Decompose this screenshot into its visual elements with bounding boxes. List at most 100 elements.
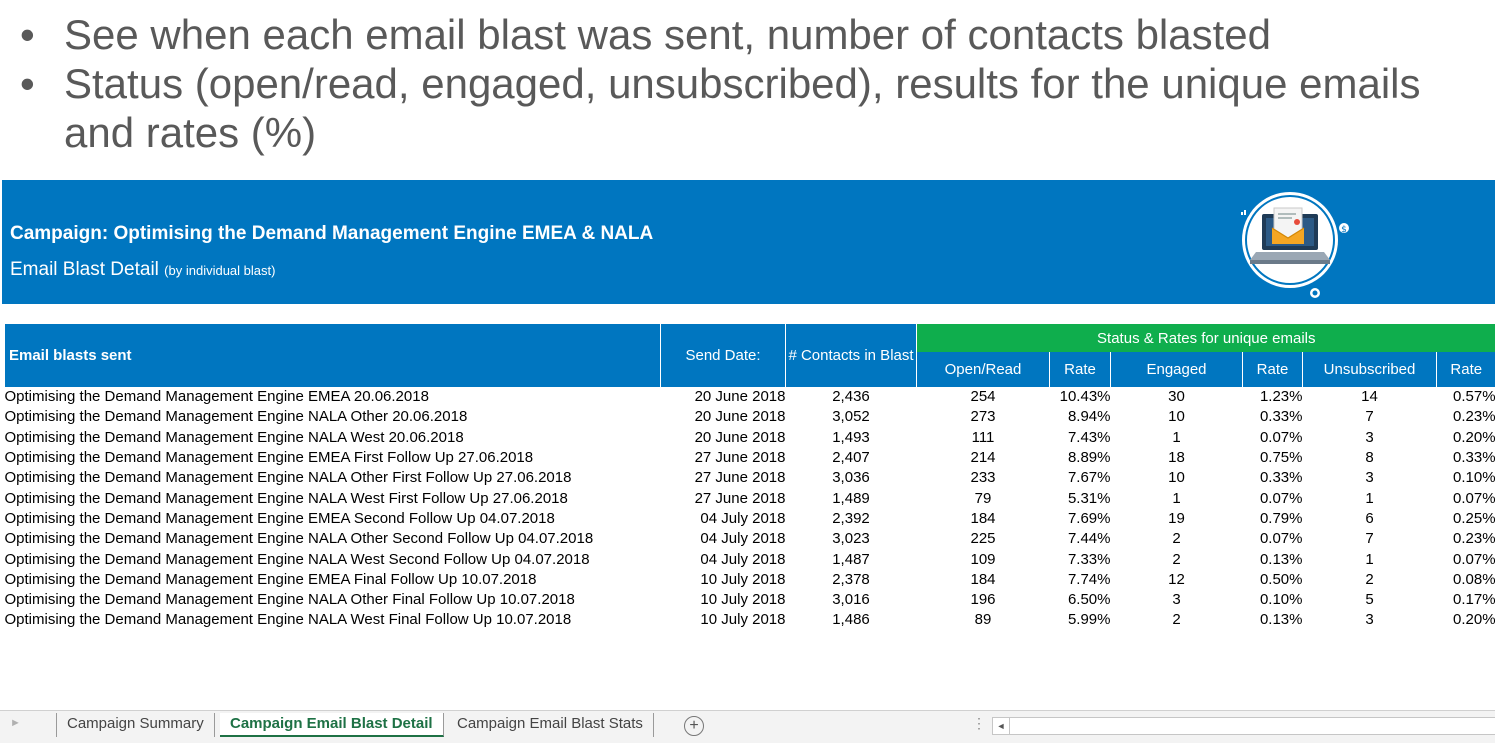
tab-campaign-summary[interactable]: Campaign Summary [56, 713, 215, 737]
cell-engaged[interactable]: 2 [1111, 529, 1243, 549]
cell-unsub-rate[interactable]: 0.23% [1437, 529, 1495, 549]
cell-unsubscribed[interactable]: 6 [1303, 509, 1437, 529]
cell-engaged-rate[interactable]: 0.13% [1243, 549, 1303, 569]
cell-open-read[interactable]: 233 [917, 468, 1050, 488]
cell-unsub-rate[interactable]: 0.10% [1437, 468, 1495, 488]
cell-engaged-rate[interactable]: 0.07% [1243, 428, 1303, 448]
cell-contacts[interactable]: 1,487 [786, 549, 917, 569]
cell-unsubscribed[interactable]: 3 [1303, 610, 1437, 630]
cell-send-date[interactable]: 04 July 2018 [661, 529, 786, 549]
cell-engaged[interactable]: 2 [1111, 610, 1243, 630]
cell-contacts[interactable]: 3,036 [786, 468, 917, 488]
cell-blast-name[interactable]: Optimising the Demand Management Engine … [5, 570, 661, 590]
cell-blast-name[interactable]: Optimising the Demand Management Engine … [5, 448, 661, 468]
split-handle-icon[interactable]: ⋮ [972, 715, 986, 732]
cell-engaged-rate[interactable]: 0.07% [1243, 529, 1303, 549]
cell-open-read[interactable]: 273 [917, 407, 1050, 427]
cell-unsubscribed[interactable]: 1 [1303, 549, 1437, 569]
cell-unsubscribed[interactable]: 1 [1303, 488, 1437, 508]
cell-send-date[interactable]: 20 June 2018 [661, 387, 786, 407]
col-unsub-rate[interactable]: Rate [1437, 352, 1495, 387]
cell-blast-name[interactable]: Optimising the Demand Management Engine … [5, 428, 661, 448]
cell-engaged-rate[interactable]: 0.07% [1243, 488, 1303, 508]
cell-send-date[interactable]: 20 June 2018 [661, 428, 786, 448]
cell-contacts[interactable]: 1,486 [786, 610, 917, 630]
cell-engaged-rate[interactable]: 0.10% [1243, 590, 1303, 610]
cell-open-read[interactable]: 111 [917, 428, 1050, 448]
cell-open-read[interactable]: 225 [917, 529, 1050, 549]
col-group-status-rates[interactable]: Status & Rates for unique emails [917, 324, 1495, 352]
cell-blast-name[interactable]: Optimising the Demand Management Engine … [5, 407, 661, 427]
cell-unsubscribed[interactable]: 8 [1303, 448, 1437, 468]
col-contacts[interactable]: # Contacts in Blast [786, 324, 917, 387]
cell-send-date[interactable]: 10 July 2018 [661, 590, 786, 610]
cell-open-read[interactable]: 196 [917, 590, 1050, 610]
cell-engaged[interactable]: 30 [1111, 387, 1243, 407]
cell-blast-name[interactable]: Optimising the Demand Management Engine … [5, 590, 661, 610]
cell-unsubscribed[interactable]: 3 [1303, 428, 1437, 448]
cell-open-rate[interactable]: 6.50% [1050, 590, 1111, 610]
cell-unsub-rate[interactable]: 0.33% [1437, 448, 1495, 468]
tab-scroll-arrow-icon[interactable]: ► [10, 717, 21, 729]
col-open-read[interactable]: Open/Read [917, 352, 1050, 387]
cell-engaged-rate[interactable]: 0.50% [1243, 570, 1303, 590]
cell-open-rate[interactable]: 5.99% [1050, 610, 1111, 630]
cell-blast-name[interactable]: Optimising the Demand Management Engine … [5, 529, 661, 549]
col-open-rate[interactable]: Rate [1050, 352, 1111, 387]
cell-unsubscribed[interactable]: 7 [1303, 529, 1437, 549]
cell-open-read[interactable]: 214 [917, 448, 1050, 468]
col-send-date[interactable]: Send Date: [661, 324, 786, 387]
col-email-blasts[interactable]: Email blasts sent [5, 324, 661, 387]
col-engaged[interactable]: Engaged [1111, 352, 1243, 387]
cell-engaged[interactable]: 1 [1111, 488, 1243, 508]
cell-unsub-rate[interactable]: 0.08% [1437, 570, 1495, 590]
cell-unsubscribed[interactable]: 5 [1303, 590, 1437, 610]
cell-send-date[interactable]: 04 July 2018 [661, 549, 786, 569]
cell-contacts[interactable]: 2,378 [786, 570, 917, 590]
cell-engaged-rate[interactable]: 0.33% [1243, 407, 1303, 427]
cell-contacts[interactable]: 1,493 [786, 428, 917, 448]
cell-engaged-rate[interactable]: 0.13% [1243, 610, 1303, 630]
plus-icon[interactable]: + [684, 716, 704, 736]
cell-open-rate[interactable]: 7.43% [1050, 428, 1111, 448]
cell-unsub-rate[interactable]: 0.25% [1437, 509, 1495, 529]
cell-open-read[interactable]: 184 [917, 570, 1050, 590]
cell-open-rate[interactable]: 5.31% [1050, 488, 1111, 508]
cell-contacts[interactable]: 2,436 [786, 387, 917, 407]
cell-unsubscribed[interactable]: 3 [1303, 468, 1437, 488]
cell-engaged[interactable]: 10 [1111, 468, 1243, 488]
cell-engaged-rate[interactable]: 0.75% [1243, 448, 1303, 468]
col-engaged-rate[interactable]: Rate [1243, 352, 1303, 387]
cell-blast-name[interactable]: Optimising the Demand Management Engine … [5, 468, 661, 488]
cell-unsub-rate[interactable]: 0.23% [1437, 407, 1495, 427]
cell-open-read[interactable]: 89 [917, 610, 1050, 630]
cell-engaged-rate[interactable]: 1.23% [1243, 387, 1303, 407]
cell-engaged-rate[interactable]: 0.79% [1243, 509, 1303, 529]
cell-contacts[interactable]: 3,052 [786, 407, 917, 427]
tab-campaign-email-blast-detail[interactable]: Campaign Email Blast Detail [220, 713, 444, 737]
cell-unsub-rate[interactable]: 0.17% [1437, 590, 1495, 610]
cell-unsubscribed[interactable]: 2 [1303, 570, 1437, 590]
cell-contacts[interactable]: 3,016 [786, 590, 917, 610]
cell-engaged[interactable]: 2 [1111, 549, 1243, 569]
cell-open-rate[interactable]: 7.44% [1050, 529, 1111, 549]
cell-unsubscribed[interactable]: 7 [1303, 407, 1437, 427]
tab-campaign-email-blast-stats[interactable]: Campaign Email Blast Stats [447, 713, 654, 737]
cell-contacts[interactable]: 1,489 [786, 488, 917, 508]
cell-engaged[interactable]: 12 [1111, 570, 1243, 590]
cell-engaged[interactable]: 10 [1111, 407, 1243, 427]
cell-engaged-rate[interactable]: 0.33% [1243, 468, 1303, 488]
cell-unsub-rate[interactable]: 0.07% [1437, 488, 1495, 508]
cell-send-date[interactable]: 04 July 2018 [661, 509, 786, 529]
cell-unsub-rate[interactable]: 0.57% [1437, 387, 1495, 407]
cell-unsub-rate[interactable]: 0.20% [1437, 428, 1495, 448]
cell-blast-name[interactable]: Optimising the Demand Management Engine … [5, 488, 661, 508]
cell-send-date[interactable]: 27 June 2018 [661, 468, 786, 488]
scroll-left-arrow-icon[interactable]: ◄ [993, 718, 1010, 734]
cell-send-date[interactable]: 27 June 2018 [661, 488, 786, 508]
cell-open-rate[interactable]: 8.89% [1050, 448, 1111, 468]
cell-unsubscribed[interactable]: 14 [1303, 387, 1437, 407]
cell-engaged[interactable]: 19 [1111, 509, 1243, 529]
cell-contacts[interactable]: 3,023 [786, 529, 917, 549]
cell-send-date[interactable]: 27 June 2018 [661, 448, 786, 468]
